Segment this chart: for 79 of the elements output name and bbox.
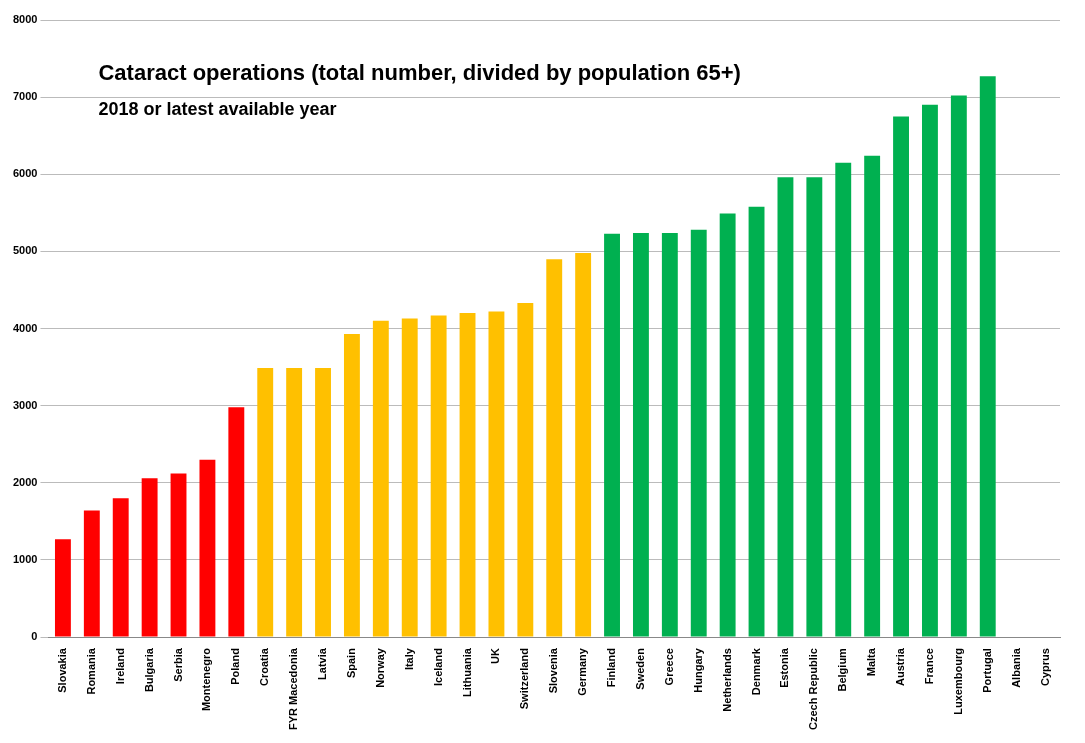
bar bbox=[719, 213, 736, 637]
y-tick-label: 4000 bbox=[12, 321, 38, 334]
x-tick-label: FYR Macedonia bbox=[287, 647, 300, 730]
bar bbox=[141, 478, 158, 637]
y-tick-label: 6000 bbox=[12, 167, 38, 180]
x-tick-label: Czech Republic bbox=[807, 648, 820, 730]
text: 2018 or latest available year bbox=[98, 99, 337, 119]
bar bbox=[950, 95, 967, 637]
y-tick-label: 2000 bbox=[12, 475, 38, 488]
x-tick-label: Greece bbox=[662, 648, 675, 686]
bar bbox=[661, 232, 678, 637]
bar bbox=[430, 315, 447, 637]
x-tick-label: Serbia bbox=[171, 647, 184, 682]
x-tick-label: Slovakia bbox=[55, 647, 68, 693]
bar bbox=[517, 303, 534, 637]
bar bbox=[748, 206, 765, 637]
x-tick-label: Montenegro bbox=[200, 647, 213, 712]
x-tick-label: Cyprus bbox=[1038, 648, 1051, 686]
y-tick-label: 8000 bbox=[12, 13, 38, 26]
x-tick-label: Ireland bbox=[113, 648, 126, 685]
bar bbox=[315, 367, 331, 637]
y-tick-label: 3000 bbox=[12, 398, 38, 411]
bar bbox=[343, 333, 360, 637]
bar bbox=[979, 76, 996, 637]
x-tick-label: Luxembourg bbox=[951, 648, 964, 715]
y-tick-label: 5000 bbox=[12, 244, 38, 257]
bar bbox=[806, 177, 823, 637]
x-tick-label: Portugal bbox=[980, 648, 993, 693]
x-tick-label: Albania bbox=[1009, 647, 1022, 688]
x-tick-label: Germany bbox=[576, 647, 589, 696]
bar bbox=[893, 116, 909, 637]
x-tick-label: Norway bbox=[373, 647, 386, 688]
bar bbox=[632, 232, 649, 637]
bar bbox=[228, 407, 245, 637]
bar bbox=[257, 367, 274, 637]
y-tick-label: 7000 bbox=[12, 90, 38, 103]
x-tick-label: Italy bbox=[402, 647, 415, 671]
bar bbox=[864, 155, 881, 637]
bar bbox=[83, 510, 100, 637]
x-tick-label: Sweden bbox=[633, 647, 646, 690]
bar bbox=[546, 259, 563, 637]
x-tick-label: Iceland bbox=[431, 648, 444, 686]
x-tick-label: Switzerland bbox=[518, 648, 531, 710]
x-tick-label: Latvia bbox=[316, 647, 329, 680]
x-tick-label: UK bbox=[489, 648, 502, 664]
x-tick-label: Poland bbox=[229, 648, 242, 685]
x-tick-label: Austria bbox=[894, 647, 907, 686]
x-tick-label: Belgium bbox=[836, 647, 849, 692]
x-tick-label: Estonia bbox=[778, 647, 791, 688]
x-tick-label: Finland bbox=[605, 648, 618, 688]
bar bbox=[170, 473, 187, 637]
bar bbox=[690, 229, 707, 637]
x-tick-label: Hungary bbox=[691, 647, 704, 693]
x-tick-label: Malta bbox=[865, 647, 878, 677]
x-tick-label: Romania bbox=[84, 647, 97, 695]
bar bbox=[112, 498, 129, 637]
y-tick-label: 0 bbox=[31, 630, 38, 643]
x-tick-label: France bbox=[922, 648, 935, 685]
x-tick-label: Bulgaria bbox=[142, 647, 155, 693]
text: Cataract operations (total number, divided by population 65+) bbox=[98, 60, 741, 85]
x-tick-label: Lithuania bbox=[460, 647, 473, 697]
bar bbox=[835, 162, 852, 637]
bar bbox=[286, 367, 303, 637]
bar bbox=[488, 311, 505, 637]
x-tick-label: Croatia bbox=[258, 647, 271, 686]
bar bbox=[401, 318, 418, 637]
bar bbox=[372, 320, 389, 637]
bar bbox=[604, 233, 620, 637]
y-tick-label: 1000 bbox=[12, 552, 38, 565]
bar bbox=[575, 252, 592, 637]
x-tick-label: Slovenia bbox=[547, 647, 560, 694]
bar bbox=[199, 459, 216, 637]
x-tick-label: Netherlands bbox=[720, 648, 733, 712]
x-tick-label: Spain bbox=[344, 647, 357, 679]
bar bbox=[459, 313, 476, 637]
bar bbox=[922, 104, 938, 637]
x-tick-label: Denmark bbox=[749, 647, 762, 696]
bar bbox=[777, 177, 794, 637]
bar bbox=[54, 539, 71, 637]
